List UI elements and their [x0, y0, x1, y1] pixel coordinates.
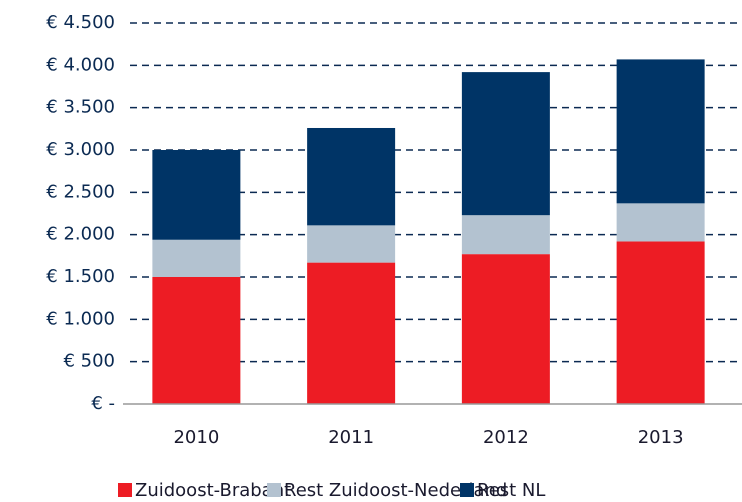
bar-segment — [461, 254, 550, 404]
bar-segment — [307, 127, 396, 226]
bar-segment — [307, 225, 396, 263]
x-tick-label: 2011 — [328, 427, 374, 448]
bar-segment — [152, 239, 241, 277]
bar-segment — [152, 150, 241, 240]
y-tick-label: € 2.000 — [46, 224, 115, 245]
y-tick-label: € 1.500 — [46, 266, 115, 287]
y-tick-label: € 4.500 — [46, 12, 115, 33]
legend-swatch — [267, 483, 281, 497]
x-tick-label: 2013 — [638, 427, 684, 448]
bar-segment — [616, 59, 705, 204]
y-tick-label: € 3.500 — [46, 97, 115, 118]
legend-swatch — [118, 483, 132, 497]
bar-segment — [307, 262, 396, 404]
legend-label: Zuidoost-Brabant — [135, 480, 291, 501]
bar-segment — [461, 215, 550, 255]
bar-segment — [152, 277, 241, 404]
legend-swatch — [460, 483, 474, 497]
x-tick-label: 2010 — [173, 427, 219, 448]
legend-label: Rest NL — [477, 480, 545, 501]
y-tick-label: € 2.500 — [46, 181, 115, 202]
y-tick-label: € 3.000 — [46, 139, 115, 160]
legend-label: Rest Zuidoost-Nederland — [284, 480, 507, 501]
y-tick-label: € 4.000 — [46, 54, 115, 75]
bar-segment — [616, 203, 705, 242]
y-tick-label: € 1.000 — [46, 308, 115, 329]
bar-segment — [616, 241, 705, 404]
x-tick-label: 2012 — [483, 427, 529, 448]
bar-segment — [461, 72, 550, 216]
y-tick-label: € 500 — [63, 351, 115, 372]
y-tick-label: € - — [91, 393, 115, 414]
